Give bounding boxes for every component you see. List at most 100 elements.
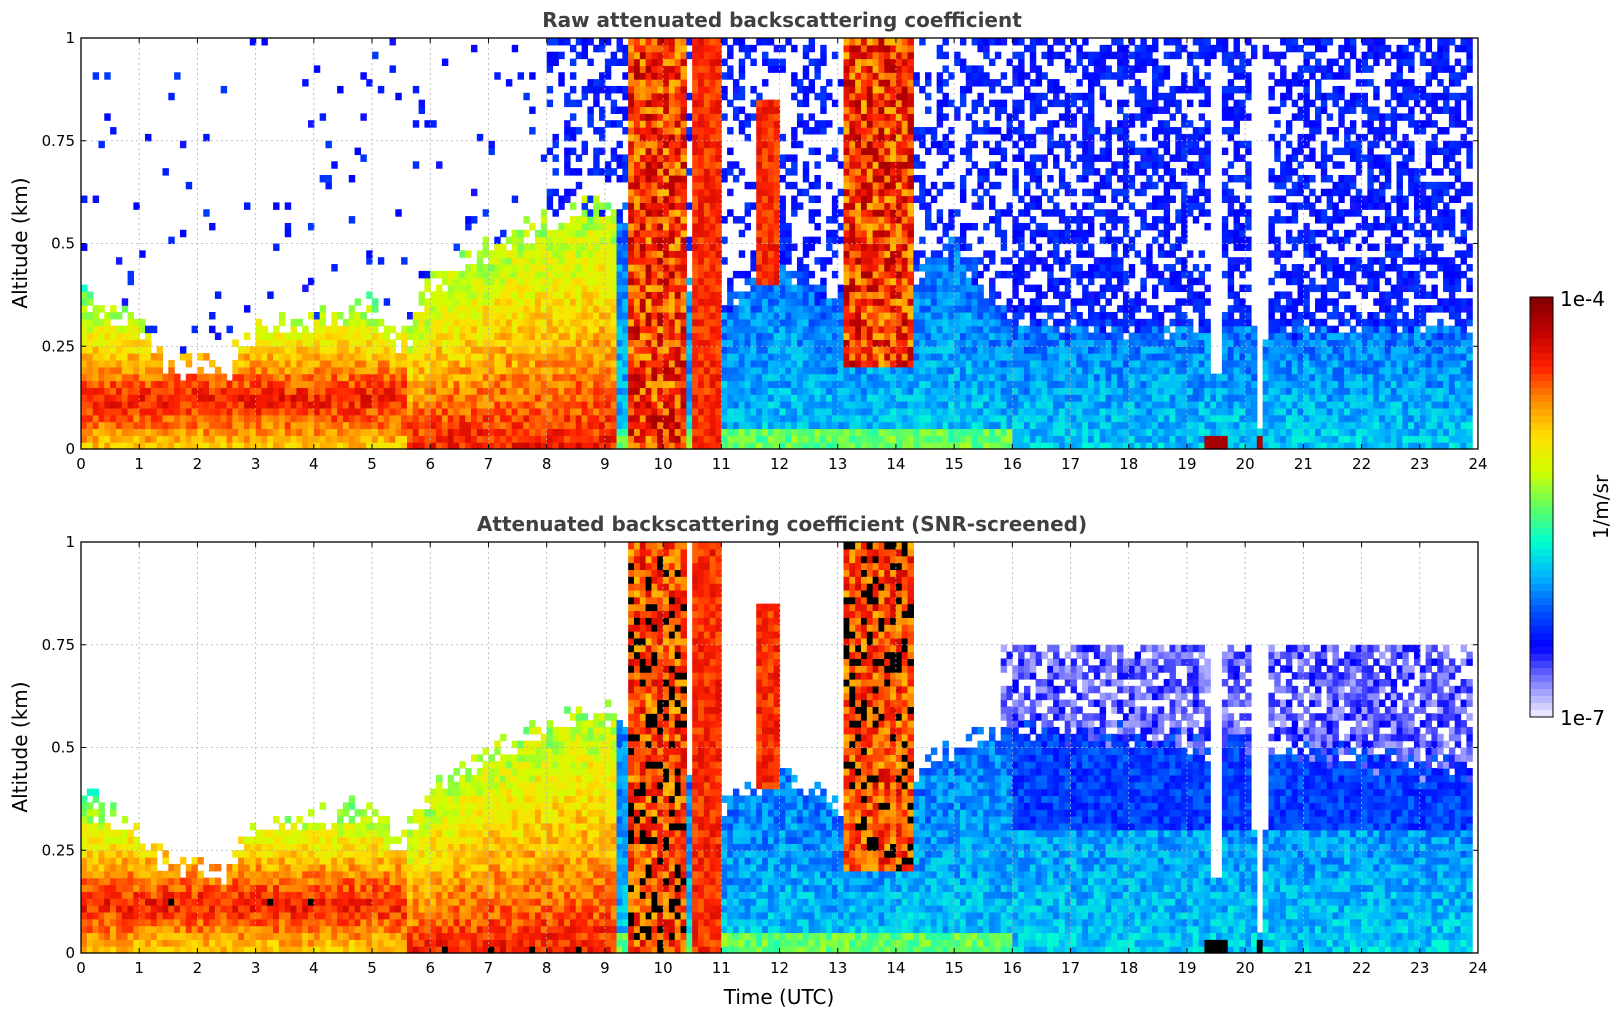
heatmap-cell bbox=[267, 380, 274, 388]
heatmap-cell bbox=[453, 291, 460, 299]
heatmap-cell bbox=[750, 277, 757, 286]
heatmap-cell bbox=[930, 346, 938, 354]
heatmap-cell bbox=[884, 175, 891, 183]
heatmap-cell bbox=[342, 394, 350, 402]
heatmap-cell bbox=[313, 353, 321, 361]
heatmap-cell bbox=[732, 373, 740, 382]
heatmap-cell bbox=[209, 407, 216, 416]
heatmap-cell bbox=[232, 339, 239, 347]
heatmap-cell bbox=[214, 387, 222, 395]
heatmap-cell bbox=[930, 277, 938, 286]
heatmap-cell bbox=[529, 284, 536, 293]
heatmap-cell bbox=[494, 284, 501, 293]
heatmap-cell bbox=[657, 428, 664, 436]
heatmap-cell bbox=[633, 442, 641, 450]
heatmap-cell bbox=[762, 264, 769, 272]
heatmap-cell bbox=[895, 58, 903, 66]
heatmap-cell bbox=[668, 154, 676, 162]
heatmap-cell bbox=[767, 209, 775, 217]
heatmap-cell bbox=[372, 407, 379, 416]
heatmap-cell bbox=[727, 44, 734, 53]
heatmap-cell bbox=[488, 332, 495, 340]
heatmap-cell bbox=[633, 243, 641, 251]
heatmap-cell bbox=[872, 243, 880, 251]
heatmap-cell bbox=[604, 394, 612, 402]
heatmap-cell bbox=[401, 373, 408, 382]
heatmap-cell bbox=[686, 298, 693, 306]
heatmap-cell bbox=[878, 79, 885, 87]
heatmap-cell bbox=[895, 106, 903, 114]
heatmap-cell bbox=[674, 366, 682, 375]
heatmap-cell bbox=[517, 332, 524, 340]
heatmap-cell bbox=[529, 298, 536, 306]
heatmap-cell bbox=[348, 387, 356, 395]
heatmap-cell bbox=[919, 250, 926, 258]
heatmap-cell bbox=[98, 305, 105, 313]
heatmap-cell bbox=[569, 353, 577, 361]
heatmap-cell bbox=[546, 229, 554, 238]
heatmap-cell bbox=[721, 353, 728, 361]
heatmap-cell bbox=[843, 277, 850, 286]
heatmap-cell bbox=[436, 270, 443, 279]
heatmap-cell bbox=[313, 387, 321, 395]
heatmap-cell bbox=[779, 325, 786, 334]
heatmap-cell bbox=[663, 133, 670, 142]
heatmap-cell bbox=[505, 312, 513, 320]
heatmap-cell bbox=[587, 366, 594, 375]
heatmap-cell bbox=[872, 188, 880, 197]
heatmap-cell bbox=[668, 270, 676, 279]
heatmap-cell bbox=[890, 373, 897, 382]
heatmap-cell bbox=[505, 277, 513, 286]
heatmap-cell bbox=[453, 332, 460, 340]
heatmap-cell bbox=[581, 339, 589, 347]
heatmap-cell bbox=[203, 401, 210, 409]
heatmap-cell bbox=[569, 366, 577, 375]
heatmap-cell bbox=[756, 428, 763, 436]
heatmap-cell bbox=[645, 79, 653, 87]
heatmap-cell bbox=[762, 58, 769, 66]
heatmap-cell bbox=[569, 346, 577, 354]
heatmap-cell bbox=[802, 175, 810, 183]
heatmap-cell bbox=[651, 72, 658, 80]
heatmap-cell bbox=[145, 414, 152, 423]
heatmap-cell bbox=[855, 79, 862, 87]
heatmap-cell bbox=[762, 284, 769, 293]
heatmap-cell bbox=[639, 38, 647, 46]
heatmap-cell bbox=[791, 387, 798, 395]
heatmap-cell bbox=[599, 147, 606, 156]
heatmap-cell bbox=[645, 428, 653, 436]
heatmap-cell bbox=[703, 38, 711, 46]
heatmap-cell bbox=[878, 154, 885, 162]
heatmap-cell bbox=[488, 270, 495, 279]
heatmap-cell bbox=[284, 359, 292, 368]
heatmap-cell bbox=[552, 236, 559, 245]
heatmap-cell bbox=[860, 216, 868, 224]
heatmap-cell bbox=[703, 161, 711, 169]
heatmap-cell bbox=[779, 421, 786, 430]
heatmap-cell bbox=[843, 58, 850, 66]
heatmap-cell bbox=[849, 133, 856, 142]
heatmap-cell bbox=[709, 72, 717, 80]
heatmap-cell bbox=[907, 195, 914, 203]
heatmap-cell bbox=[645, 175, 653, 183]
heatmap-cell bbox=[540, 284, 548, 293]
heatmap-cell bbox=[901, 209, 909, 217]
heatmap-cell bbox=[732, 85, 740, 94]
heatmap-cell bbox=[500, 318, 507, 327]
heatmap-cell bbox=[488, 140, 495, 149]
heatmap-cell bbox=[104, 421, 111, 430]
heatmap-cell bbox=[628, 168, 635, 176]
heatmap-cell bbox=[517, 359, 524, 368]
heatmap-cell bbox=[488, 325, 495, 334]
heatmap-cell bbox=[890, 243, 897, 251]
heatmap-cell bbox=[267, 339, 274, 347]
heatmap-cell bbox=[913, 298, 920, 306]
heatmap-cell bbox=[907, 147, 914, 156]
heatmap-cell bbox=[715, 127, 722, 135]
heatmap-cell bbox=[273, 325, 280, 334]
heatmap-cell bbox=[226, 401, 233, 409]
heatmap-cell bbox=[884, 373, 891, 382]
heatmap-cell bbox=[680, 79, 687, 87]
heatmap-cell bbox=[831, 270, 839, 279]
heatmap-cell bbox=[430, 366, 437, 375]
